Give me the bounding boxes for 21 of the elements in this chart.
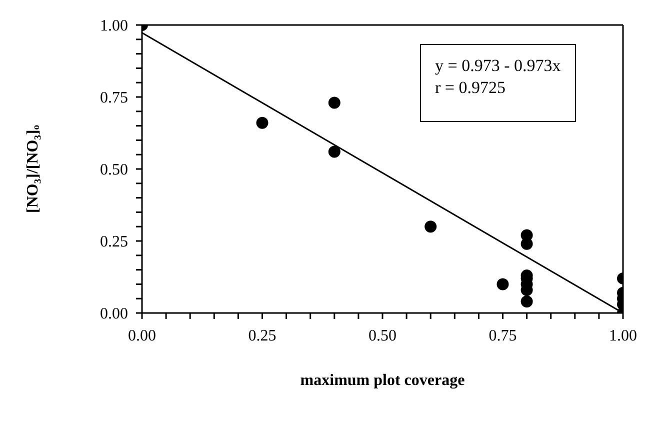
y-tick-label: 0.00 <box>100 306 128 323</box>
y-tick-label: 1.00 <box>100 18 128 35</box>
point <box>328 146 340 158</box>
point <box>424 220 437 233</box>
y-tick-label: 0.75 <box>100 90 128 107</box>
y-tick-label: 0.50 <box>100 162 128 179</box>
point <box>328 96 340 109</box>
point <box>256 116 268 129</box>
x-tick-label: 0.25 <box>248 327 276 344</box>
annotation: y = 0.973 - 0.973x <box>435 55 561 77</box>
equation-box: y = 0.973 - 0.973x r = 0.9725 <box>420 44 576 122</box>
x-tick-label: 1.00 <box>609 327 637 344</box>
x-tick-label: 0.75 <box>488 327 517 344</box>
point <box>496 278 509 290</box>
x-tick-label: 0.50 <box>368 327 396 344</box>
x-axis-title: maximum plot coverage <box>300 372 465 389</box>
annotation: r = 0.9725 <box>435 77 506 99</box>
point <box>520 295 533 308</box>
x-tick-label: 0.00 <box>128 327 156 344</box>
y-axis-title: [NO₃]/[NO₃]ₒ <box>24 124 42 213</box>
y-tick-label: 0.25 <box>100 234 128 251</box>
